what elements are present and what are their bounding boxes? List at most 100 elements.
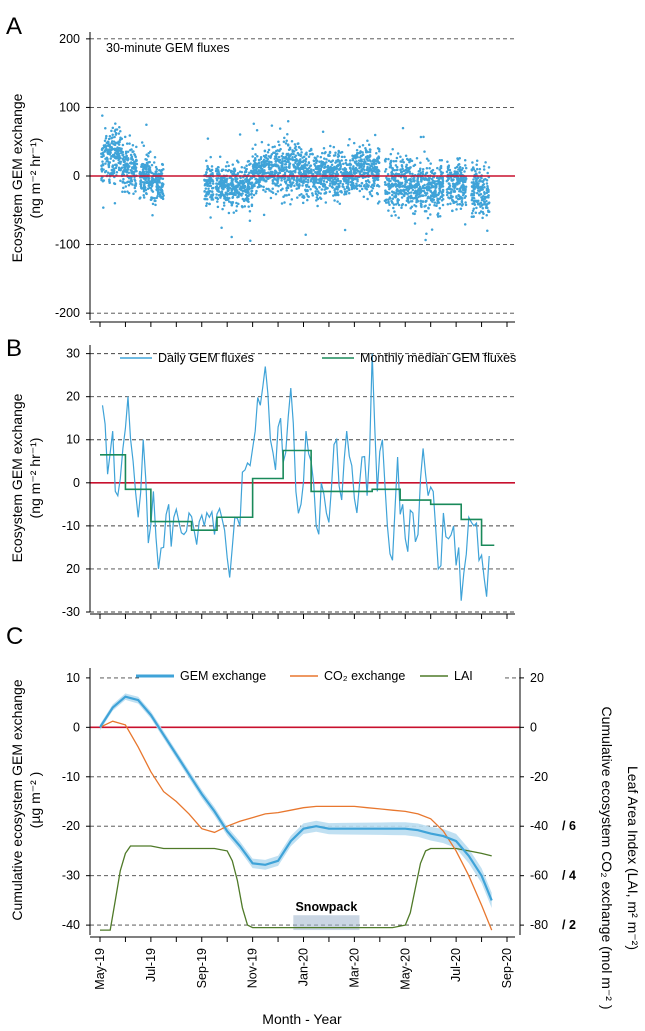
gem-flux-point [113,156,117,159]
panel-c-co2-axis-label: Cumulative ecosystem CO₂ exchange (mol m… [599,706,615,1009]
gem-flux-point [314,157,318,160]
gem-flux-point [235,189,239,192]
gem-flux-point [452,201,456,205]
gem-flux-point [282,169,285,173]
gem-flux-point [287,170,291,174]
gem-flux-point [430,191,434,195]
gem-flux-point [263,149,267,153]
gem-flux-point [253,184,256,188]
gem-flux-point [275,171,278,175]
gem-flux-point [446,165,450,169]
gem-flux-point [274,183,278,186]
gem-flux-point [299,153,303,157]
gem-flux-point [464,187,467,191]
gem-flux-point [329,144,332,148]
gem-flux-point [276,178,280,181]
gem-flux-point [417,170,421,173]
gem-flux-point [144,177,148,180]
gem-flux-point [394,159,398,163]
gem-flux-point [458,156,461,160]
gem-flux-point [100,170,104,173]
gem-flux-point [239,182,242,185]
gem-flux-point [390,214,393,217]
gem-flux-point [307,166,311,170]
gem-flux-point [139,172,143,175]
gem-flux-point [397,203,401,207]
gem-flux-point [475,167,479,171]
gem-flux-point [456,197,460,201]
gem-flux-point [129,168,133,172]
gem-flux-point [340,155,344,159]
gem-flux-point [251,155,254,158]
gem-flux-point [323,157,326,160]
gem-flux-point [222,204,226,207]
gem-flux-point [104,127,107,130]
gem-flux-point [103,139,107,143]
gem-flux-point [284,168,288,171]
gem-flux-point [305,192,308,196]
gem-flux-point [126,163,130,167]
gem-flux-point [403,190,406,193]
gem-flux-point [325,161,328,164]
gem-flux-point [415,183,418,187]
gem-flux-point [287,157,290,161]
gem-flux-point [353,177,356,180]
gem-flux-point [316,166,320,169]
gem-flux-point [388,166,392,169]
gem-flux-point [243,205,247,208]
gem-flux-point [436,166,439,170]
gem-flux-point [338,202,342,205]
gem-flux-point [328,170,331,173]
gem-flux-point [288,155,291,159]
gem-flux-point [315,161,318,164]
gem-flux-point [135,145,138,149]
gem-flux-point [324,191,328,194]
y-tick-label: 10 [66,433,80,447]
gem-flux-point [100,164,103,167]
gem-flux-point [151,197,154,200]
gem-flux-point [116,142,120,145]
legend-label-co2: CO₂ exchange [324,669,405,683]
gem-flux-point [280,179,283,182]
gem-flux-point [355,148,359,152]
gem-flux-point [147,178,150,182]
gem-flux-point [246,179,249,183]
gem-flux-point [250,203,254,206]
gem-flux-point [436,213,439,216]
gem-flux-point [301,184,304,187]
gem-flux-point [210,168,214,172]
snowpack-band [293,915,360,931]
gem-flux-point [125,154,129,158]
gem-flux-point [436,215,440,218]
gem-flux-point [301,195,305,199]
gem-flux-point [278,127,282,130]
gem-flux-point [342,171,345,174]
gem-flux-point [458,182,461,185]
gem-flux-point [238,192,242,196]
gem-flux-point [292,178,296,182]
gem-flux-point [126,150,130,154]
co2-tick-label: -40 [530,819,548,833]
gem-flux-point [283,136,286,140]
panel-a-ylabel-line2: (ng m⁻² hr⁻¹) [27,138,43,219]
gem-flux-point [405,166,409,170]
gem-flux-point [251,147,254,151]
gem-flux-point [147,181,150,184]
gem-flux-point [328,190,332,193]
gem-flux-point [125,181,129,184]
gem-flux-point [359,150,362,153]
panel-c-y-ticks: 10 0 -10 -20 -30 -40 [62,671,90,932]
gem-flux-point [358,189,362,193]
gem-flux-point [417,195,420,199]
gem-flux-point [409,157,412,161]
gem-flux-point [296,162,300,165]
gem-flux-point [301,201,305,205]
gem-flux-point [475,182,478,185]
x-tick-label: Jan-20 [297,948,311,986]
gem-flux-point [485,203,488,207]
gem-flux-point [339,151,342,155]
gem-flux-point [222,193,225,197]
gem-flux-point [289,157,293,161]
gem-flux-point [337,184,341,187]
gem-flux-point [423,150,426,153]
